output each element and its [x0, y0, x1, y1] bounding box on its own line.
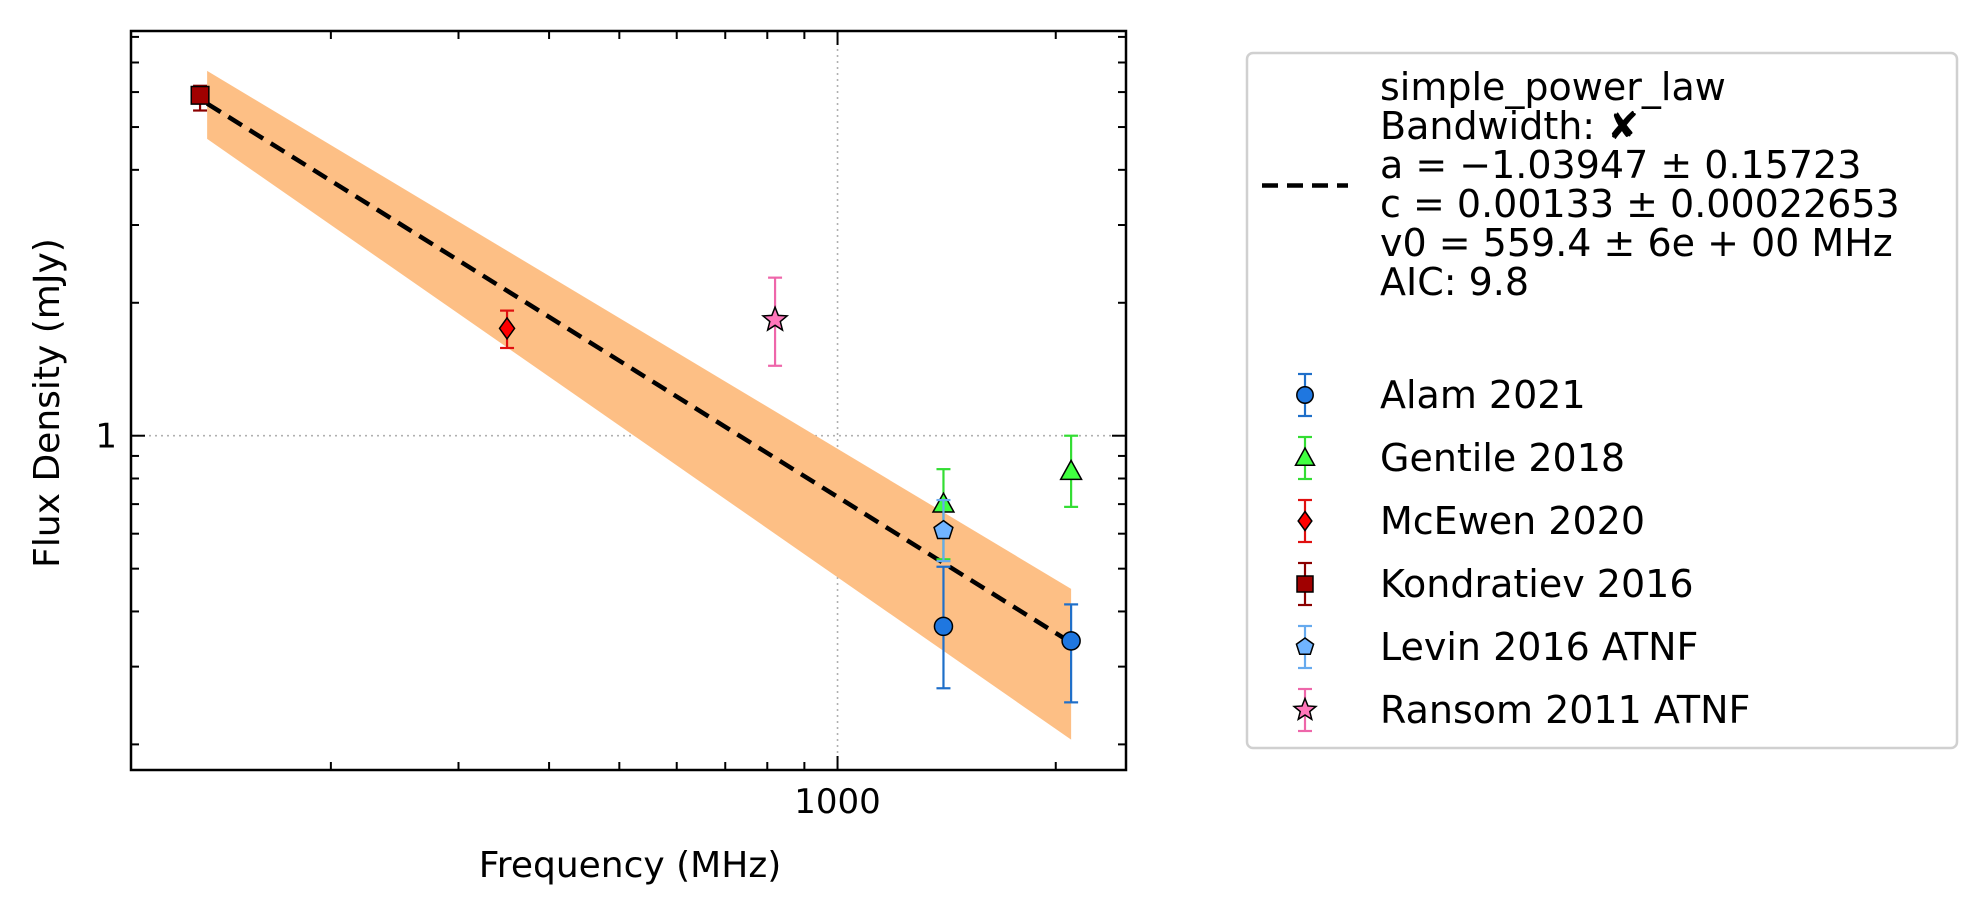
data-point	[498, 309, 516, 350]
fit-uncertainty-band	[207, 70, 1072, 740]
data-point	[1061, 603, 1081, 704]
legend-fit-line: AIC: 9.8	[1380, 260, 1529, 304]
data-point	[1059, 434, 1083, 508]
axes-frame	[129, 29, 1128, 772]
grid-lines	[131, 31, 1126, 770]
legend-label: Kondratiev 2016	[1380, 562, 1694, 606]
legend-marker-square	[1296, 575, 1314, 593]
fit-band-layer	[207, 70, 1072, 740]
data-marker-circle	[933, 616, 954, 637]
tick-labels: 1000 1	[95, 417, 880, 822]
data-point	[933, 498, 954, 563]
data-point	[761, 276, 790, 367]
legend-series-entries: Alam 2021 Gentile 2018 McEwen 2020 Kondrati…	[1292, 372, 1750, 733]
legend-fit-line: c = 0.00133 ± 0.00022653	[1380, 182, 1900, 226]
x-tick-label: 1000	[794, 782, 881, 822]
legend-fit-line: simple_power_law	[1380, 65, 1726, 109]
legend-marker-star	[1292, 696, 1318, 721]
legend-fit-line: Bandwidth: ✘	[1380, 104, 1639, 148]
axis-ticks	[131, 31, 1126, 770]
legend-label: Levin 2016 ATNF	[1380, 625, 1698, 669]
fit-line-layer	[205, 101, 1073, 645]
legend-fit-line: a = −1.03947 ± 0.15723	[1380, 143, 1861, 187]
data-marker-pentagon	[933, 519, 954, 540]
legend-entry: Ransom 2011 ATNF	[1292, 687, 1750, 733]
x-axis-label: Frequency (MHz)	[479, 845, 782, 886]
legend-entry: Gentile 2018	[1294, 435, 1625, 481]
data-marker-square	[190, 85, 210, 105]
legend-entry: Alam 2021	[1296, 372, 1586, 418]
fit-line	[205, 101, 1073, 645]
legend-marker-circle	[1296, 386, 1314, 404]
plot-frame	[129, 29, 1128, 772]
data-marker-triangle	[1059, 458, 1083, 481]
legend-box	[1245, 51, 1959, 750]
y-tick-label: 1	[95, 417, 117, 457]
legend-entry: Kondratiev 2016	[1296, 561, 1694, 607]
legend-label: Gentile 2018	[1380, 436, 1625, 480]
legend-entry: McEwen 2020	[1297, 498, 1645, 544]
data-point	[933, 565, 954, 690]
y-axis-label: Flux Density (mJy)	[27, 238, 68, 568]
legend-label: Ransom 2011 ATNF	[1380, 688, 1750, 732]
data-points-layer	[190, 84, 1083, 704]
data-marker-diamond	[498, 316, 516, 341]
error-bar	[1064, 603, 1079, 704]
data-marker-star	[761, 305, 790, 332]
legend-fit-line: v0 = 559.4 ± 6e + 00 MHz	[1380, 221, 1893, 265]
legend-label: Alam 2021	[1380, 373, 1586, 417]
legend-marker-diamond	[1297, 510, 1313, 532]
legend-marker-pentagon	[1295, 637, 1315, 656]
legend-entry: Levin 2016 ATNF	[1295, 624, 1698, 670]
legend-label: McEwen 2020	[1380, 499, 1645, 543]
legend-marker-triangle	[1294, 446, 1316, 466]
data-point	[190, 84, 210, 112]
data-marker-circle	[1061, 631, 1081, 651]
